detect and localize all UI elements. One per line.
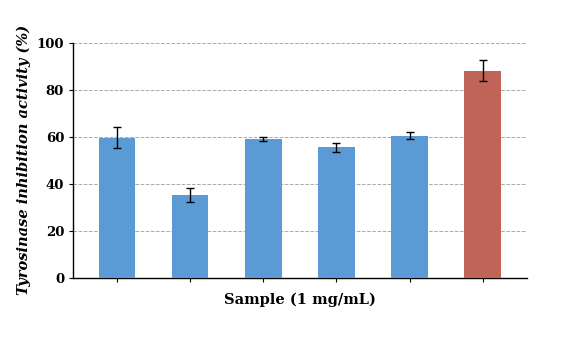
Bar (172, 195, 208, 278)
Bar (464, 71, 501, 278)
Bar (245, 139, 281, 278)
Bar (318, 147, 355, 278)
Bar (391, 136, 428, 278)
Bar (99, 138, 135, 278)
X-axis label: Sample (1 mg/mL): Sample (1 mg/mL) (224, 292, 376, 307)
Y-axis label: Tyrosinase inhibition activity (%): Tyrosinase inhibition activity (%) (16, 25, 31, 295)
